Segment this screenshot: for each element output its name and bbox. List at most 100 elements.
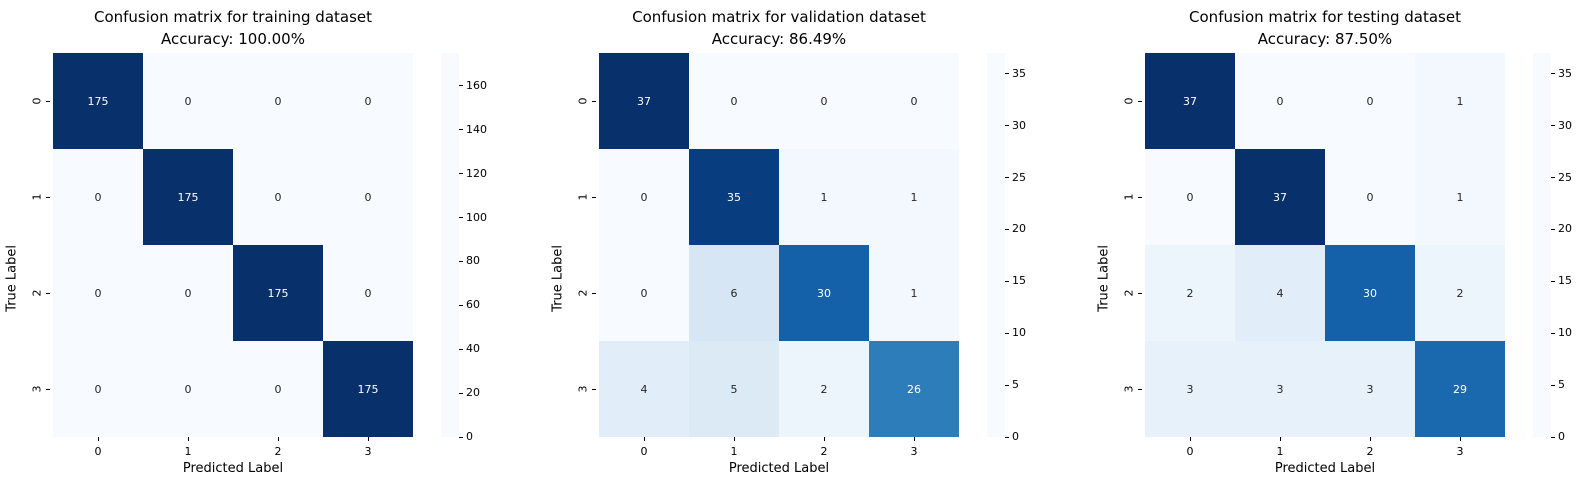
colorbar-tick-label: 40 — [466, 342, 480, 356]
colorbar-tick-mark — [459, 173, 463, 175]
x-tick-label: 0 — [94, 445, 102, 458]
colorbar-tick-label: 0 — [1558, 430, 1565, 443]
colorbar-tick-label: 25 — [1012, 170, 1026, 184]
y-tick-mark — [1138, 292, 1142, 294]
x-tick-mark — [643, 437, 645, 441]
heatmap-cell: 0 — [53, 245, 143, 341]
colorbar-tick-mark — [459, 436, 463, 438]
colorbar-gradient — [441, 53, 459, 437]
colorbar-tick-mark — [459, 392, 463, 394]
chart-title: Confusion matrix for testing dataset Acc… — [1075, 6, 1575, 50]
x-tick-label: 3 — [364, 445, 372, 458]
colorbar-tick-mark — [1551, 228, 1555, 230]
colorbar-tick-label: 10 — [1012, 326, 1026, 340]
colorbar-tick-mark — [1551, 332, 1555, 334]
heatmap-cell: 0 — [53, 341, 143, 437]
heatmap-cell: 175 — [143, 149, 233, 245]
training-confusion-matrix-panel: Confusion matrix for training dataset Ac… — [0, 0, 530, 491]
colorbar-tick-label: 35 — [1012, 66, 1026, 80]
y-tick-mark — [46, 388, 50, 390]
heatmap-cell: 175 — [233, 245, 323, 341]
heatmap-cell: 0 — [779, 53, 869, 149]
heatmap-cell: 2 — [779, 341, 869, 437]
heatmap-cell: 0 — [599, 245, 689, 341]
heatmap-cell: 5 — [689, 341, 779, 437]
x-tick-mark — [913, 437, 915, 441]
heatmap-cell: 1 — [869, 149, 959, 245]
colorbar-tick-mark — [1005, 436, 1009, 438]
x-tick-label: 3 — [910, 445, 918, 458]
testing-confusion-matrix-panel: Confusion matrix for testing dataset Acc… — [1060, 0, 1590, 491]
heatmap-cell: 37 — [1235, 149, 1325, 245]
colorbar-tick-label: 5 — [1012, 378, 1019, 392]
heatmap-cell: 30 — [779, 245, 869, 341]
y-tick-mark — [592, 196, 596, 198]
heatmap-cell: 0 — [689, 53, 779, 149]
y-tick-mark — [592, 388, 596, 390]
heatmap-cell: 6 — [689, 245, 779, 341]
x-tick-mark — [1189, 437, 1191, 441]
colorbar-tick-label: 30 — [1012, 118, 1026, 132]
y-tick-label: 2 — [576, 289, 590, 297]
chart-title-text: Confusion matrix for testing dataset — [1189, 8, 1461, 26]
y-tick-label: 3 — [30, 385, 44, 393]
colorbar-tick-label: 25 — [1558, 170, 1572, 184]
x-tick-mark — [187, 437, 189, 441]
heatmap-cell: 0 — [1235, 53, 1325, 149]
chart-accuracy-text: Accuracy: 100.00% — [161, 30, 305, 48]
colorbar-tick-mark — [459, 217, 463, 219]
x-tick-label: 0 — [1186, 445, 1194, 458]
chart-title: Confusion matrix for training dataset Ac… — [0, 6, 483, 50]
colorbar-tick-mark — [1005, 228, 1009, 230]
x-tick-label: 1 — [730, 445, 738, 458]
heatmap-cell: 0 — [1145, 149, 1235, 245]
heatmap-cell: 4 — [1235, 245, 1325, 341]
colorbar-tick-label: 140 — [466, 122, 487, 136]
y-tick-mark — [1138, 100, 1142, 102]
chart-accuracy-text: Accuracy: 87.50% — [1257, 30, 1393, 48]
x-axis-label: Predicted Label — [182, 461, 284, 476]
x-tick-mark — [1279, 437, 1281, 441]
y-tick-mark — [1138, 388, 1142, 390]
heatmap-cell: 2 — [1145, 245, 1235, 341]
heatmap-cell: 35 — [689, 149, 779, 245]
colorbar-tick-mark — [1551, 384, 1555, 386]
x-tick-mark — [1459, 437, 1461, 441]
heatmap-cell: 0 — [143, 341, 233, 437]
heatmap-cell: 175 — [323, 341, 413, 437]
heatmap-cell: 4 — [599, 341, 689, 437]
colorbar-tick-mark — [459, 304, 463, 306]
colorbar-tick-label: 20 — [1012, 222, 1026, 236]
x-tick-label: 2 — [274, 445, 282, 458]
heatmap-cell: 0 — [323, 149, 413, 245]
chart-title: Confusion matrix for validation dataset … — [529, 6, 1029, 50]
heatmap-cell: 0 — [233, 341, 323, 437]
y-tick-label: 1 — [1122, 193, 1136, 201]
heatmap-cell: 0 — [323, 245, 413, 341]
x-tick-mark — [277, 437, 279, 441]
chart-accuracy-text: Accuracy: 86.49% — [711, 30, 847, 48]
colorbar-gradient — [1533, 53, 1551, 437]
x-tick-label: 0 — [640, 445, 648, 458]
colorbar-tick-label: 15 — [1012, 274, 1026, 288]
y-tick-label: 3 — [1122, 385, 1136, 393]
colorbar-tick-mark — [1551, 125, 1555, 127]
x-tick-mark — [1369, 437, 1371, 441]
colorbar-tick-label: 0 — [466, 430, 473, 443]
heatmap-cell: 0 — [599, 149, 689, 245]
y-tick-mark — [1138, 196, 1142, 198]
y-axis-label-text: True Label — [4, 244, 19, 312]
colorbar-tick-label: 10 — [1558, 326, 1572, 340]
colorbar-tick-mark — [1005, 177, 1009, 179]
heatmap-cell: 26 — [869, 341, 959, 437]
x-tick-mark — [733, 437, 735, 441]
heatmap-cell: 0 — [1325, 149, 1415, 245]
x-tick-mark — [367, 437, 369, 441]
colorbar-tick-label: 120 — [466, 166, 487, 180]
y-tick-mark — [46, 196, 50, 198]
heatmap-cell: 0 — [53, 149, 143, 245]
heatmap-cell: 37 — [1145, 53, 1235, 149]
heatmap-cell: 1 — [1415, 149, 1505, 245]
colorbar-tick-mark — [459, 260, 463, 262]
